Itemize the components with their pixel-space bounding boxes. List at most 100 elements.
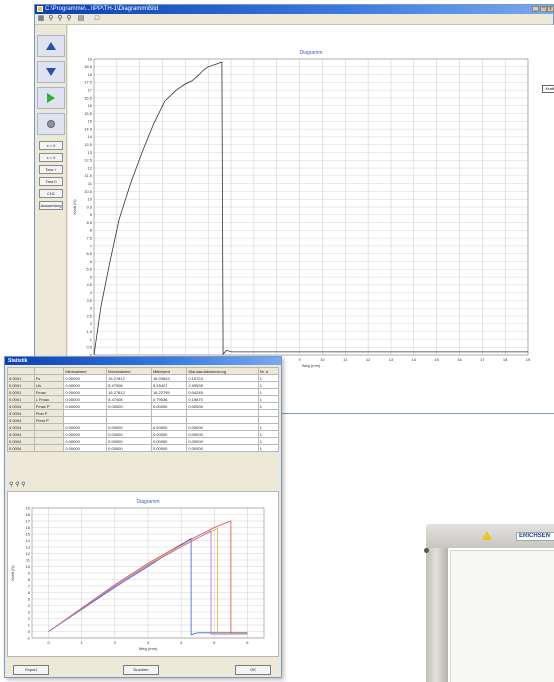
table-row[interactable]: 0.0001 Fs 0.00000 16.27812 16.03643 0.15724 1	[7, 374, 280, 382]
y-tick-label: 3	[90, 306, 93, 311]
table-cell: 0.00000	[63, 444, 108, 452]
table-row[interactable]: 0.0001 Lfs 0.00000 5.47006 5.25427 2.99535 1	[7, 381, 280, 389]
zoom-out-icon[interactable]: ⚲	[66, 15, 72, 22]
column-header[interactable]: Nr. #	[257, 367, 280, 375]
table-cell: 0.0001	[7, 374, 35, 382]
grid-icon[interactable]: ▤	[77, 15, 85, 22]
table-row[interactable]: 0.0004 0.00000 0.00000 0.00000 0.00000 1	[7, 423, 280, 431]
y-tick-label: 3.5	[86, 298, 92, 303]
column-header[interactable]: Standardabweichung	[186, 367, 259, 375]
table-row[interactable]: 0.0004 Fmax P 0.00000 0.00000 0.00000 0.00000…	[7, 402, 280, 410]
table-cell: 0.00000	[63, 423, 108, 431]
table-cell: 0.00000	[63, 388, 108, 396]
x-negative-button[interactable]: x < 0	[39, 153, 63, 162]
table-row[interactable]: 0.0004 Fbrst P	[7, 416, 280, 424]
arrow-up-icon	[46, 42, 56, 50]
series-line-0	[93, 61, 528, 356]
table-cell	[63, 409, 108, 417]
series-line-1	[48, 537, 248, 636]
table-cell: 0.0004	[7, 444, 35, 452]
column-header[interactable]	[33, 367, 65, 375]
maximize-button[interactable]: □	[540, 6, 547, 12]
table-row[interactable]: 0.0004 0.00000 0.00000 0.00000 0.00000 1	[7, 437, 280, 445]
minimize-button[interactable]: _	[532, 6, 539, 12]
y-tick-label: 13	[88, 150, 93, 155]
stop-button[interactable]	[37, 113, 65, 135]
y-tick-label: 2	[28, 616, 31, 621]
close-button[interactable]: x	[547, 6, 554, 12]
page-icon[interactable]: □	[94, 15, 100, 22]
table-row[interactable]: 0.0004 0.00000 0.00000 0.00000 0.00000 1	[7, 430, 280, 438]
dialog-title-bar[interactable]: Statistik	[5, 357, 281, 365]
x-tick-label: 6	[246, 640, 249, 645]
x-positive-button[interactable]: x > 0	[39, 141, 63, 150]
title-bar[interactable]: C:\Programme\...\IPP\TH-1\Diagramm\Bild …	[35, 5, 554, 14]
table-cell	[257, 409, 280, 417]
y-tick-label: 18.5	[84, 64, 93, 69]
y-tick-label: 15	[88, 119, 93, 124]
y-tick-label: 0.5	[86, 345, 92, 350]
tara-plus-button[interactable]: Tara +	[39, 165, 63, 174]
print-button[interactable]: Drucken	[123, 665, 159, 675]
y-tick-label: 2.5	[86, 313, 92, 318]
column-header[interactable]	[7, 367, 35, 375]
table-cell: 0.00000	[150, 430, 188, 438]
y-tick-label: 14	[26, 538, 31, 543]
ok-button[interactable]: OK	[235, 665, 271, 675]
table-cell: 1	[257, 402, 280, 410]
table-cell: Fmax P	[33, 402, 65, 410]
y-tick-label: 9	[90, 212, 93, 217]
move-up-button[interactable]	[37, 35, 65, 57]
y-tick-label: 16.5	[84, 95, 93, 100]
table-cell: 0.00000	[63, 381, 108, 389]
table-body: 0.0001 Fs 0.00000 16.27812 16.03643 0.15724 1 0…	[7, 374, 280, 452]
table-cell: 0.15724	[186, 374, 259, 382]
start-button[interactable]	[37, 87, 65, 109]
zoom-in-icon[interactable]: ⚲	[9, 482, 14, 488]
evaluation-button[interactable]: Auswertung	[39, 201, 63, 210]
tara-zero-button[interactable]: Tara 0	[39, 177, 63, 186]
y-tick-label: 11.5	[85, 173, 93, 178]
y-tick-label: 4	[90, 290, 93, 295]
table-cell	[150, 416, 188, 424]
channel-button[interactable]: CH1	[39, 189, 63, 198]
y-tick-label: 17.5	[84, 80, 93, 85]
table-row[interactable]: 0.0001 L Fmax 0.00000 5.47006 0.79536 0.19870…	[7, 395, 280, 403]
table-cell: 16.22795	[150, 388, 188, 396]
column-header[interactable]: Maximalwert	[106, 367, 152, 375]
zoom-in-icon[interactable]: ⚲	[48, 15, 54, 22]
x-tick-label: 9	[298, 357, 301, 362]
x-tick-label: 18	[503, 357, 508, 362]
table-cell: 0.00000	[150, 437, 188, 445]
y-tick-label: 0	[90, 352, 93, 357]
chart-grid	[32, 507, 264, 639]
zoom-icon[interactable]: ⚲	[57, 15, 63, 22]
zoom-icon[interactable]: ⚲	[15, 482, 20, 488]
plot-frame	[93, 58, 529, 356]
export-button[interactable]: Export	[13, 665, 49, 675]
arrow-down-icon	[46, 68, 56, 76]
x-tick-label: 12	[366, 357, 371, 362]
chart-icon[interactable]: ▦	[37, 15, 45, 22]
table-cell: 0.0004	[7, 402, 35, 410]
table-cell: 16.27812	[106, 374, 152, 382]
y-tick-label: 8.5	[86, 220, 92, 225]
table-cell: 1	[257, 374, 280, 382]
move-down-button[interactable]	[37, 61, 65, 83]
table-cell: 0.00000	[63, 402, 108, 410]
table-row[interactable]: 0.0004 Fbst P	[7, 409, 280, 417]
x-tick-label: 1	[81, 640, 84, 645]
y-tick-label: 7.5	[86, 235, 92, 240]
dialog-zoom-toolbar: ⚲ ⚲ ⚲	[9, 481, 26, 489]
y-tick-label: 12	[26, 551, 31, 556]
table-row[interactable]: 0.0001 Fmax 0.00000 16.27812 16.22795 0.04245…	[7, 388, 280, 396]
y-tick-label: 12.5	[84, 158, 93, 163]
table-cell: 0.0004	[7, 416, 35, 424]
y-tick-label: 9.5	[86, 204, 92, 209]
column-header[interactable]: Minimalwert	[63, 367, 108, 375]
table-cell: 0.00000	[150, 444, 188, 452]
zoom-out-icon[interactable]: ⚲	[21, 482, 26, 488]
table-row[interactable]: 0.0004 0.00000 0.00000 0.00000 0.00000 1	[7, 444, 280, 452]
y-tick-label: 17	[88, 87, 93, 92]
column-header[interactable]: Mittelwert	[150, 367, 188, 375]
